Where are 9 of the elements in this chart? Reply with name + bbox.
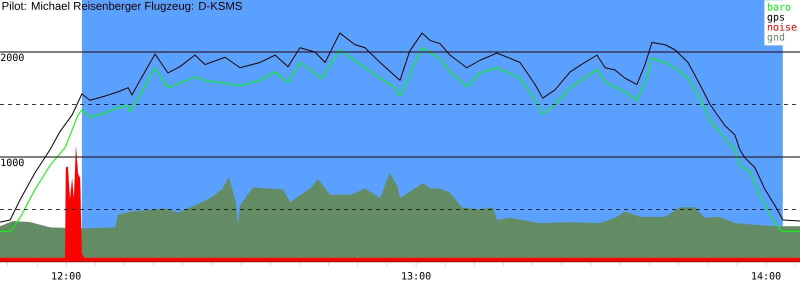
y-tick-label: 1000 <box>1 158 24 166</box>
text: noise <box>768 22 796 31</box>
x-tick-label: 12:00 <box>52 272 81 280</box>
text: gps <box>768 14 784 23</box>
x-tick-label: 13:00 <box>402 272 431 280</box>
text: gnd <box>768 32 784 43</box>
text: baro <box>768 2 790 11</box>
y-tick-label: 2000 <box>1 54 24 62</box>
x-tick-label: 14:00 <box>752 272 780 280</box>
